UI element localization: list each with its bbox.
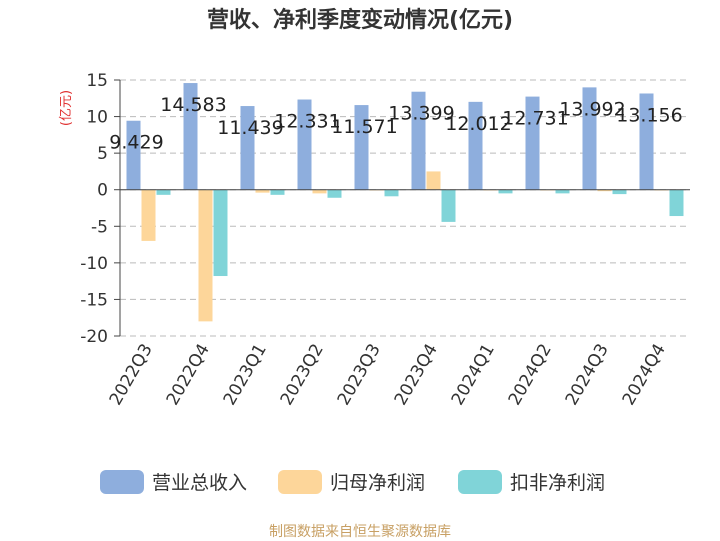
x-tick-label: 2024Q1 <box>448 341 499 409</box>
data-label: 11.439 <box>217 117 283 139</box>
y-tick-label: 15 <box>86 71 108 91</box>
bar-1 <box>468 101 483 190</box>
bar-1 <box>240 106 255 190</box>
x-tick-label: 2023Q1 <box>220 341 271 409</box>
bar-2 <box>426 171 441 190</box>
y-tick-label: 0 <box>97 181 108 201</box>
bar-1 <box>354 105 369 190</box>
data-label: 14.583 <box>160 94 226 116</box>
bar-2 <box>312 189 327 194</box>
bar-3 <box>669 189 684 217</box>
y-axis-label: (亿元) <box>59 90 74 126</box>
y-tick-label: -20 <box>80 327 108 347</box>
data-label: 13.992 <box>559 98 625 120</box>
bar-2 <box>597 189 612 192</box>
x-tick-label: 2023Q4 <box>391 341 442 409</box>
x-tick-label: 2023Q2 <box>277 341 328 409</box>
bar-3 <box>270 189 285 195</box>
legend-swatch <box>278 470 322 494</box>
bar-3 <box>612 189 627 195</box>
data-label: 13.399 <box>388 103 454 125</box>
y-tick-label: -15 <box>80 290 108 310</box>
data-label: 12.731 <box>502 108 568 130</box>
legend-swatch <box>100 470 144 494</box>
bar-3 <box>555 189 570 194</box>
y-tick-label: 10 <box>86 108 108 128</box>
source-note: 制图数据来自恒生聚源数据库 <box>269 524 451 540</box>
data-label: 9.429 <box>109 132 163 154</box>
bar-1 <box>582 87 597 190</box>
legend-label: 营业总收入 <box>152 472 247 494</box>
x-tick-label: 2023Q3 <box>334 341 385 409</box>
bar-2 <box>198 189 213 322</box>
data-label: 12.012 <box>445 113 511 135</box>
data-label: 12.331 <box>274 111 340 133</box>
x-tick-label: 2024Q3 <box>562 341 613 409</box>
bar-3 <box>498 189 513 194</box>
bar-1 <box>183 83 198 190</box>
legend-label: 归母净利润 <box>330 472 425 494</box>
bar-1 <box>411 91 426 190</box>
legend-swatch <box>458 470 502 494</box>
y-tick-label: -5 <box>91 217 108 237</box>
bar-3 <box>441 189 456 222</box>
bar-3 <box>327 189 342 198</box>
x-tick-label: 2022Q4 <box>163 341 214 409</box>
x-tick-label: 2024Q4 <box>619 341 670 409</box>
legend-label: 扣非净利润 <box>510 472 605 494</box>
bar-2 <box>141 189 156 241</box>
x-tick-label: 2022Q3 <box>106 341 157 409</box>
y-tick-label: 5 <box>97 144 108 164</box>
bar-2 <box>255 189 270 193</box>
bar-1 <box>525 96 540 190</box>
bar-1 <box>639 93 654 190</box>
bar-1 <box>126 120 141 190</box>
data-label: 11.571 <box>331 116 397 138</box>
data-label: 13.156 <box>616 104 682 126</box>
chart-title: 营收、净利季度变动情况(亿元) <box>206 8 514 33</box>
bar-1 <box>297 99 312 190</box>
y-tick-label: -10 <box>80 254 108 274</box>
bar-3 <box>156 189 171 195</box>
bar-3 <box>384 189 399 197</box>
x-tick-label: 2024Q2 <box>505 341 556 409</box>
bar-3 <box>213 189 228 277</box>
